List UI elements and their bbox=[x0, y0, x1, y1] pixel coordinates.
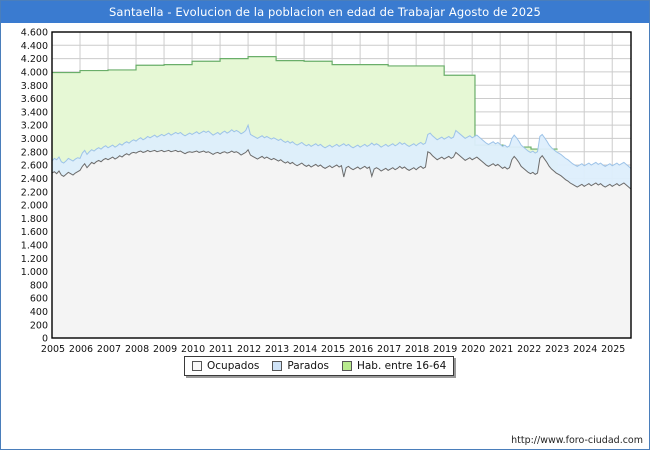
legend-swatch-habitantes bbox=[341, 361, 352, 371]
svg-text:400: 400 bbox=[30, 307, 48, 318]
svg-text:2009: 2009 bbox=[153, 344, 177, 355]
svg-text:4.600: 4.600 bbox=[21, 28, 48, 39]
legend-item-ocupados[interactable]: Ocupados bbox=[192, 360, 259, 372]
svg-text:0: 0 bbox=[42, 334, 48, 345]
source-url[interactable]: http://www.foro-ciudad.com bbox=[511, 435, 643, 446]
svg-text:2013: 2013 bbox=[265, 344, 289, 355]
svg-text:4.000: 4.000 bbox=[21, 68, 48, 79]
svg-text:1.600: 1.600 bbox=[21, 227, 48, 238]
legend-item-parados[interactable]: Parados bbox=[272, 360, 329, 372]
svg-text:2018: 2018 bbox=[405, 344, 429, 355]
population-chart: 0 200 400 600 800 1.000 1.200 1.400 1.600 1.800 2.… bbox=[21, 28, 632, 355]
legend-label-parados: Parados bbox=[287, 360, 329, 372]
svg-text:2016: 2016 bbox=[349, 344, 373, 355]
legend-label-ocupados: Ocupados bbox=[207, 360, 260, 372]
svg-text:4.200: 4.200 bbox=[21, 54, 48, 65]
svg-text:2019: 2019 bbox=[433, 344, 457, 355]
svg-text:200: 200 bbox=[30, 320, 48, 331]
svg-text:3.000: 3.000 bbox=[21, 134, 48, 145]
svg-text:2021: 2021 bbox=[489, 344, 513, 355]
svg-text:1.000: 1.000 bbox=[21, 267, 48, 278]
svg-text:3.800: 3.800 bbox=[21, 81, 48, 92]
legend-swatch-ocupados bbox=[192, 361, 202, 371]
svg-text:3.200: 3.200 bbox=[21, 121, 48, 132]
svg-text:4.400: 4.400 bbox=[21, 41, 48, 52]
svg-text:800: 800 bbox=[30, 280, 48, 291]
legend-label-habitantes: Hab. entre 16-64 bbox=[356, 360, 447, 372]
svg-text:1.800: 1.800 bbox=[21, 214, 48, 225]
legend-item-habitantes[interactable]: Hab. entre 16-64 bbox=[341, 360, 447, 372]
svg-text:2015: 2015 bbox=[321, 344, 345, 355]
svg-text:2.600: 2.600 bbox=[21, 161, 48, 172]
svg-text:1.200: 1.200 bbox=[21, 254, 48, 265]
svg-text:3.400: 3.400 bbox=[21, 107, 48, 118]
svg-text:1.400: 1.400 bbox=[21, 240, 48, 251]
svg-text:2017: 2017 bbox=[377, 344, 401, 355]
svg-text:2.800: 2.800 bbox=[21, 147, 48, 158]
svg-text:2025: 2025 bbox=[601, 344, 625, 355]
svg-text:2005: 2005 bbox=[41, 344, 65, 355]
page-title: Santaella - Evolucion de la poblacion en… bbox=[1, 1, 649, 23]
svg-text:2.000: 2.000 bbox=[21, 201, 48, 212]
chart-legend: Ocupados Parados Hab. entre 16-64 bbox=[184, 356, 455, 376]
svg-text:600: 600 bbox=[30, 294, 48, 305]
svg-text:2010: 2010 bbox=[181, 344, 205, 355]
svg-text:2006: 2006 bbox=[69, 344, 93, 355]
svg-text:2007: 2007 bbox=[97, 344, 121, 355]
legend-swatch-parados bbox=[272, 361, 283, 371]
svg-text:2020: 2020 bbox=[461, 344, 485, 355]
svg-text:2011: 2011 bbox=[209, 344, 233, 355]
svg-text:2023: 2023 bbox=[545, 344, 569, 355]
svg-text:3.600: 3.600 bbox=[21, 94, 48, 105]
svg-text:2008: 2008 bbox=[125, 344, 149, 355]
svg-text:2012: 2012 bbox=[237, 344, 261, 355]
svg-text:2022: 2022 bbox=[517, 344, 541, 355]
svg-text:2014: 2014 bbox=[293, 344, 317, 355]
svg-text:2.400: 2.400 bbox=[21, 174, 48, 185]
svg-text:2024: 2024 bbox=[573, 344, 597, 355]
svg-text:2.200: 2.200 bbox=[21, 187, 48, 198]
